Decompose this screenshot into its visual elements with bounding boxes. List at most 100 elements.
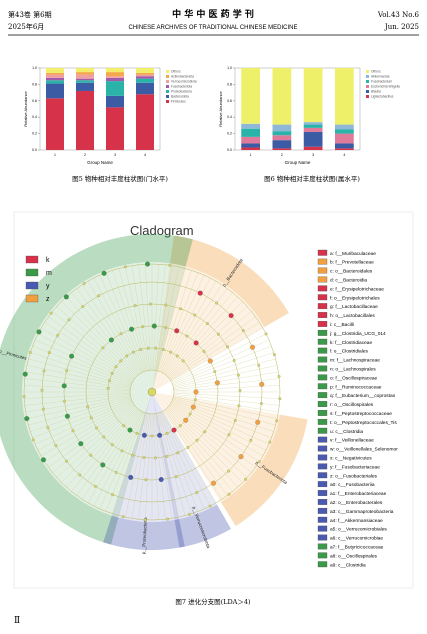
bar-segment bbox=[106, 95, 124, 108]
node bbox=[205, 322, 209, 326]
item-label: a0: c__Fusobacteriia bbox=[330, 482, 375, 488]
node bbox=[100, 462, 106, 468]
x-axis-label: Group Name bbox=[87, 160, 113, 165]
item-swatch bbox=[317, 454, 328, 461]
legend-swatch bbox=[366, 70, 369, 73]
item-swatch bbox=[317, 463, 328, 470]
y-axis-label: Relative Abundance bbox=[23, 90, 28, 126]
bar-segment bbox=[76, 80, 94, 83]
item-label: w: o__Veillonellales_Selenomor bbox=[330, 447, 398, 453]
x-tick-label: 4 bbox=[144, 153, 146, 157]
item-label: a7: f__Butyricicoccaceae bbox=[330, 545, 384, 551]
clade-band bbox=[103, 515, 185, 550]
clade-shade bbox=[152, 263, 265, 392]
branch bbox=[24, 385, 131, 391]
node bbox=[164, 326, 168, 329]
branch bbox=[44, 322, 134, 381]
bar-segment bbox=[106, 76, 124, 78]
bar-segment bbox=[46, 72, 64, 75]
node bbox=[111, 493, 114, 497]
x-tick-label: 4 bbox=[343, 153, 345, 157]
group-label: y bbox=[46, 283, 50, 290]
branch bbox=[160, 275, 205, 372]
branch bbox=[165, 292, 233, 375]
branch bbox=[35, 400, 132, 445]
node bbox=[257, 363, 261, 367]
bar-segment bbox=[241, 123, 260, 129]
branch bbox=[131, 413, 149, 519]
branch bbox=[173, 358, 276, 387]
node bbox=[186, 445, 190, 449]
node bbox=[119, 332, 123, 336]
node bbox=[81, 305, 85, 308]
node bbox=[165, 431, 169, 435]
x-tick-label: 3 bbox=[312, 153, 314, 157]
node bbox=[143, 518, 147, 522]
item-swatch bbox=[317, 321, 328, 327]
branch bbox=[172, 398, 274, 432]
group-label: m bbox=[46, 270, 52, 277]
node bbox=[273, 353, 276, 356]
node bbox=[179, 307, 183, 311]
bar-segment bbox=[46, 83, 64, 99]
branch bbox=[169, 405, 252, 473]
node bbox=[154, 346, 158, 350]
branch bbox=[71, 409, 139, 492]
legend-swatch bbox=[166, 100, 169, 103]
item-label: q: f__Eubacterium__coprostan bbox=[330, 393, 396, 399]
node bbox=[183, 417, 189, 423]
node bbox=[110, 372, 114, 375]
branch bbox=[153, 413, 159, 520]
node bbox=[78, 441, 84, 447]
node bbox=[255, 419, 261, 425]
bar-segment bbox=[303, 68, 323, 123]
branch bbox=[159, 412, 198, 512]
node bbox=[142, 456, 146, 459]
bar-segment bbox=[46, 68, 64, 73]
node bbox=[213, 370, 217, 374]
y-tick-label: 0.6 bbox=[227, 99, 232, 103]
legend-label: Firmicutes bbox=[171, 100, 186, 104]
page-number: Ⅱ bbox=[14, 616, 20, 626]
bar-segment bbox=[46, 74, 64, 78]
node bbox=[195, 438, 199, 442]
branch bbox=[118, 268, 147, 371]
x-axis-label: Group Name bbox=[285, 160, 311, 165]
item-label: y: f__Fusobacteriaceae bbox=[330, 464, 380, 470]
node bbox=[193, 340, 199, 346]
branch bbox=[35, 339, 132, 384]
node bbox=[227, 492, 231, 496]
figure-caption: 图7 进化分支图(LDA＞4) bbox=[175, 597, 251, 606]
clade-band bbox=[220, 414, 308, 526]
node bbox=[188, 513, 191, 516]
item-label: x: c__Negativicutes bbox=[330, 456, 372, 462]
branch bbox=[154, 413, 166, 520]
branch bbox=[112, 412, 146, 514]
legend-swatch bbox=[366, 90, 369, 93]
bar-segment bbox=[335, 68, 354, 125]
node bbox=[78, 473, 82, 477]
item-swatch bbox=[317, 401, 328, 407]
node bbox=[232, 359, 236, 362]
node bbox=[141, 325, 145, 329]
item-label: a6: c__Verrucomicrobiae bbox=[330, 536, 383, 542]
branch bbox=[156, 266, 179, 371]
legend-label: Blautia bbox=[371, 90, 381, 94]
node bbox=[207, 358, 213, 364]
legend-label: Fusobacteriota bbox=[171, 85, 192, 89]
branch bbox=[30, 398, 132, 432]
item-swatch bbox=[317, 365, 328, 372]
node bbox=[249, 438, 253, 442]
node bbox=[215, 301, 219, 305]
bar-segment bbox=[76, 74, 94, 79]
bar-segment bbox=[272, 124, 292, 132]
node bbox=[151, 323, 157, 329]
item-swatch bbox=[317, 276, 328, 283]
item-swatch bbox=[317, 472, 328, 479]
node bbox=[185, 334, 189, 338]
branch bbox=[32, 399, 132, 438]
node bbox=[193, 389, 199, 395]
item-swatch bbox=[317, 410, 328, 416]
node bbox=[203, 430, 207, 434]
bar-segment bbox=[76, 82, 94, 91]
